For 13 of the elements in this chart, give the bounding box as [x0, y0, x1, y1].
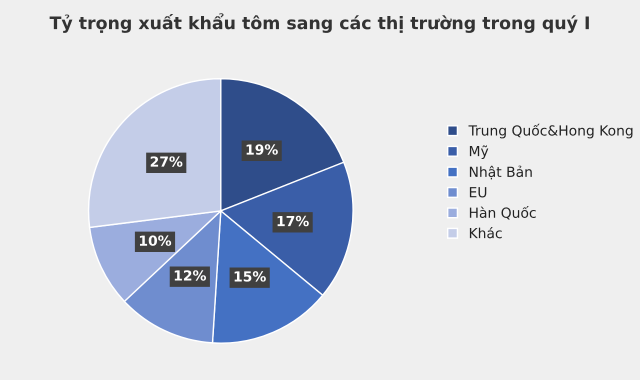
- legend-label: EU: [470, 187, 486, 198]
- legend-label: Khác: [470, 227, 502, 238]
- legend-label: Mỹ: [470, 145, 488, 160]
- data-label: 17%: [278, 216, 309, 226]
- data-label: 10%: [140, 235, 172, 246]
- legend-label: Trung Quốc&Hong Kong: [468, 124, 632, 138]
- data-label: 27%: [150, 156, 182, 167]
- data-label: 19%: [246, 144, 278, 155]
- data-label: 12%: [174, 270, 206, 281]
- legend-label: Hàn Quốc: [470, 206, 536, 220]
- chart-title: Tỷ trọng xuất khẩu tôm sang các thị trường trong quý I: [50, 13, 589, 33]
- data-label: 15%: [234, 271, 266, 282]
- legend-label: Nhật Bản: [470, 166, 532, 180]
